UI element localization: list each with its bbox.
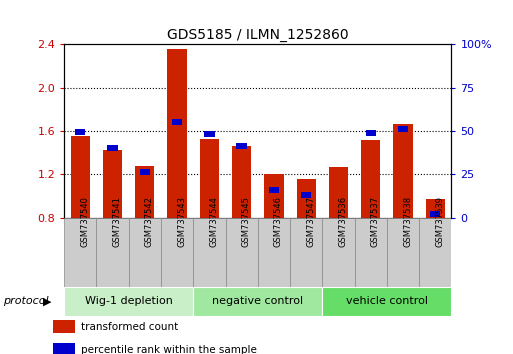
FancyBboxPatch shape (96, 218, 129, 287)
FancyBboxPatch shape (193, 218, 226, 287)
Text: GSM737539: GSM737539 (436, 196, 444, 247)
FancyBboxPatch shape (64, 287, 193, 316)
Text: GSM737545: GSM737545 (242, 196, 251, 247)
FancyBboxPatch shape (129, 218, 161, 287)
Bar (75, 129, 86, 135)
Text: GSM737543: GSM737543 (177, 196, 186, 247)
Text: GSM737546: GSM737546 (274, 196, 283, 247)
Text: vehicle control: vehicle control (346, 296, 428, 306)
FancyBboxPatch shape (161, 218, 193, 287)
Bar (301, 192, 311, 198)
FancyBboxPatch shape (387, 218, 419, 287)
Text: GSM737542: GSM737542 (145, 196, 154, 247)
Text: protocol: protocol (3, 296, 48, 306)
Bar (172, 119, 182, 125)
Text: negative control: negative control (212, 296, 303, 306)
Bar (264, 174, 284, 218)
Bar (71, 136, 90, 218)
Text: GSM737540: GSM737540 (80, 196, 89, 247)
Text: transformed count: transformed count (81, 322, 178, 332)
Text: ▶: ▶ (43, 296, 51, 306)
Bar (269, 187, 279, 193)
Text: GSM737537: GSM737537 (371, 196, 380, 247)
Bar (236, 143, 247, 149)
Text: GSM737541: GSM737541 (112, 196, 122, 247)
Bar (430, 211, 441, 217)
Bar (361, 139, 381, 218)
Bar (140, 169, 150, 175)
FancyBboxPatch shape (354, 218, 387, 287)
Bar (232, 146, 251, 218)
Bar (393, 125, 412, 218)
FancyBboxPatch shape (322, 287, 451, 316)
Text: GSM737544: GSM737544 (209, 196, 219, 247)
Text: percentile rank within the sample: percentile rank within the sample (81, 345, 257, 354)
Text: GSM737536: GSM737536 (339, 196, 347, 247)
Bar (426, 199, 445, 218)
Bar (53, 320, 75, 333)
Bar (329, 167, 348, 218)
Title: GDS5185 / ILMN_1252860: GDS5185 / ILMN_1252860 (167, 28, 349, 42)
FancyBboxPatch shape (419, 218, 451, 287)
Text: Wig-1 depletion: Wig-1 depletion (85, 296, 172, 306)
Bar (398, 126, 408, 132)
Bar (297, 179, 316, 218)
FancyBboxPatch shape (258, 218, 290, 287)
Text: GSM737538: GSM737538 (403, 196, 412, 247)
Bar (107, 145, 117, 151)
FancyBboxPatch shape (290, 218, 322, 287)
Text: GSM737547: GSM737547 (306, 196, 315, 247)
Bar (204, 131, 214, 137)
Bar (200, 138, 219, 218)
FancyBboxPatch shape (322, 218, 354, 287)
FancyBboxPatch shape (193, 287, 322, 316)
Bar (366, 130, 376, 136)
FancyBboxPatch shape (64, 218, 96, 287)
Bar (53, 343, 75, 354)
Bar (167, 48, 187, 218)
FancyBboxPatch shape (226, 218, 258, 287)
Bar (135, 166, 154, 218)
Bar (103, 150, 122, 218)
